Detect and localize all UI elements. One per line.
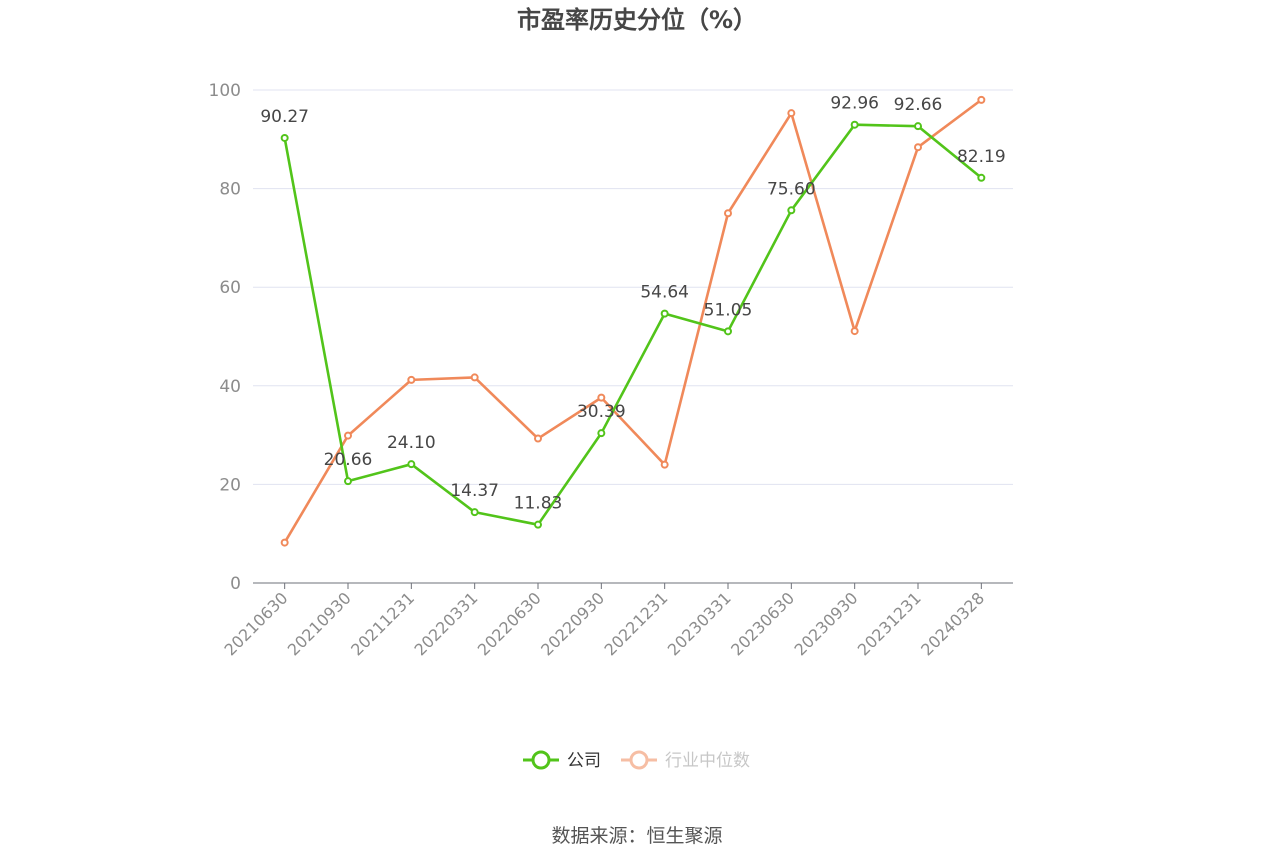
y-tick-label: 40 [219,377,241,397]
data-point [850,327,859,336]
source-note: 数据来源：恒生聚源 [551,825,722,847]
series-line [283,98,983,544]
y-tick-label: 20 [219,475,241,495]
series-layer [280,95,986,547]
data-point [914,122,922,131]
data-point [280,538,289,547]
data-point [344,477,352,486]
data-point [977,95,986,104]
x-tick-label: 20220630 [474,588,545,659]
axes: 0204060801002021063020210930202112312022… [209,81,1013,659]
data-label: 90.27 [260,107,309,127]
data-point [280,133,289,142]
data-point [724,209,732,218]
data-label: 20.66 [324,450,373,470]
x-tick-label: 20210930 [284,588,355,659]
series-line [283,123,983,526]
data-point [597,393,606,402]
x-tick-label: 20210630 [220,588,291,659]
data-label: 92.96 [830,94,879,114]
x-tick-label: 20211231 [347,588,418,659]
data-labels: 90.27 20.66 24.10 14.37 11.83 30.39 54.64 51.05… [260,94,1005,514]
x-tick-label: 20221231 [600,588,671,659]
legend-item[interactable]: 公司 [523,750,601,771]
data-point [787,206,796,215]
data-point [407,375,416,384]
data-point [787,109,796,118]
data-label: 14.37 [450,481,499,501]
legend-label: 行业中位数 [665,751,750,771]
legend-label: 公司 [567,751,601,771]
data-label: 30.39 [577,402,626,422]
y-tick-label: 60 [219,278,241,298]
data-point [470,508,479,517]
data-point [660,309,669,318]
legend-item[interactable]: 行业中位数 [621,750,750,771]
data-point [724,327,732,336]
data-point [914,143,922,152]
legend-marker [629,750,649,770]
x-tick-label: 20231231 [854,588,925,659]
data-label: 11.83 [514,494,563,514]
data-label: 24.10 [387,433,436,453]
x-tick-label: 20230630 [727,588,798,659]
data-label: 54.64 [640,283,689,303]
data-label: 82.19 [957,147,1006,167]
x-tick-label: 20240328 [917,588,988,659]
grid [253,89,1013,485]
data-label: 51.05 [704,300,753,320]
data-point [407,460,416,469]
y-tick-label: 100 [209,81,241,101]
x-tick-label: 20220930 [537,588,608,659]
data-point [534,434,542,443]
x-tick-label: 20230331 [664,588,735,659]
data-point [470,373,479,382]
legend-marker [531,750,551,770]
data-point [344,431,352,440]
legend: 公司 行业中位数 [523,750,750,771]
x-tick-label: 20220331 [410,588,481,659]
data-point [534,520,542,529]
data-label: 75.60 [767,179,816,199]
data-point [660,460,669,469]
y-tick-label: 80 [219,180,241,200]
data-point [977,173,986,182]
data-point [850,120,859,129]
x-tick-label: 20230930 [790,588,861,659]
chart-title: 市盈率历史分位（%） [517,6,757,34]
y-tick-label: 0 [230,574,241,594]
data-point [597,429,606,438]
data-label: 92.66 [894,95,943,115]
